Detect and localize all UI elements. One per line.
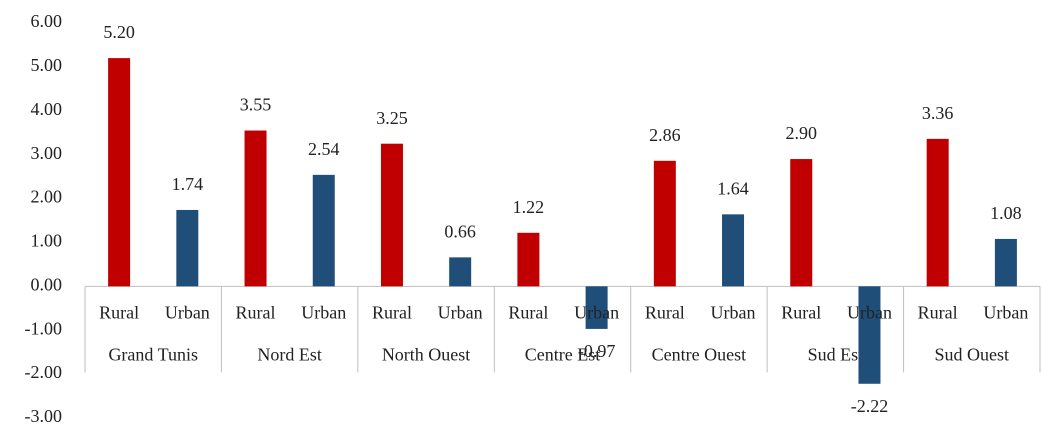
- x-tick-label: Urban: [301, 302, 346, 322]
- data-label: 2.90: [786, 123, 818, 143]
- bar: [653, 160, 676, 287]
- data-label: 3.25: [376, 108, 408, 128]
- y-tick-label: 5.00: [31, 55, 63, 75]
- data-label: 5.20: [103, 22, 135, 42]
- group-label: Nord Est: [257, 344, 322, 364]
- bar: [926, 138, 949, 287]
- group-label: Centre Est: [525, 344, 600, 364]
- bar: [585, 286, 608, 329]
- x-tick-label: Rural: [781, 302, 821, 322]
- x-tick-label: Rural: [236, 302, 276, 322]
- x-tick-label: Urban: [165, 302, 210, 322]
- data-label: 1.08: [990, 203, 1022, 223]
- x-tick-label: Rural: [372, 302, 412, 322]
- x-tick-label: Urban: [574, 302, 619, 322]
- bar: [312, 174, 335, 287]
- data-label: 2.86: [649, 125, 681, 145]
- bar: [244, 130, 267, 287]
- bar: [108, 58, 131, 287]
- y-tick-label: -2.00: [25, 362, 63, 382]
- group-label: Sud Ouest: [935, 344, 1010, 364]
- x-tick-label: Rural: [918, 302, 958, 322]
- group-label: Grand Tunis: [108, 344, 198, 364]
- y-tick-label: 4.00: [31, 99, 63, 119]
- x-tick-label: Urban: [711, 302, 756, 322]
- x-tick-label: Rural: [99, 302, 139, 322]
- data-label: 1.64: [717, 178, 749, 198]
- data-label: 3.36: [922, 103, 954, 123]
- bar: [994, 238, 1017, 287]
- y-tick-label: 3.00: [31, 143, 63, 163]
- x-tick-label: Rural: [645, 302, 685, 322]
- bar: [449, 257, 472, 287]
- data-label: 1.74: [172, 174, 204, 194]
- bar: [517, 232, 540, 287]
- data-label: -2.22: [851, 396, 889, 416]
- x-tick-label: Rural: [508, 302, 548, 322]
- data-label: 3.55: [240, 95, 272, 115]
- y-tick-label: 0.00: [31, 274, 63, 294]
- group-label: North Ouest: [382, 344, 471, 364]
- bar: [176, 209, 199, 287]
- y-tick-label: -1.00: [25, 318, 63, 338]
- bar: [380, 143, 403, 287]
- y-tick-label: -3.00: [25, 406, 63, 426]
- y-tick-label: 1.00: [31, 231, 63, 251]
- x-tick-label: Urban: [983, 302, 1028, 322]
- data-label: 0.66: [444, 221, 476, 241]
- group-label: Centre Ouest: [652, 344, 746, 364]
- bar: [790, 159, 813, 287]
- data-label: 2.54: [308, 139, 340, 159]
- y-tick-label: 6.00: [31, 11, 63, 31]
- data-label: 1.22: [513, 197, 545, 217]
- x-tick-label: Urban: [847, 302, 892, 322]
- group-label: Sud Est: [808, 344, 864, 364]
- bar: [722, 214, 745, 287]
- y-tick-label: 2.00: [31, 187, 63, 207]
- data-label: -0.97: [578, 341, 616, 361]
- bar: [858, 286, 881, 384]
- x-tick-label: Urban: [438, 302, 483, 322]
